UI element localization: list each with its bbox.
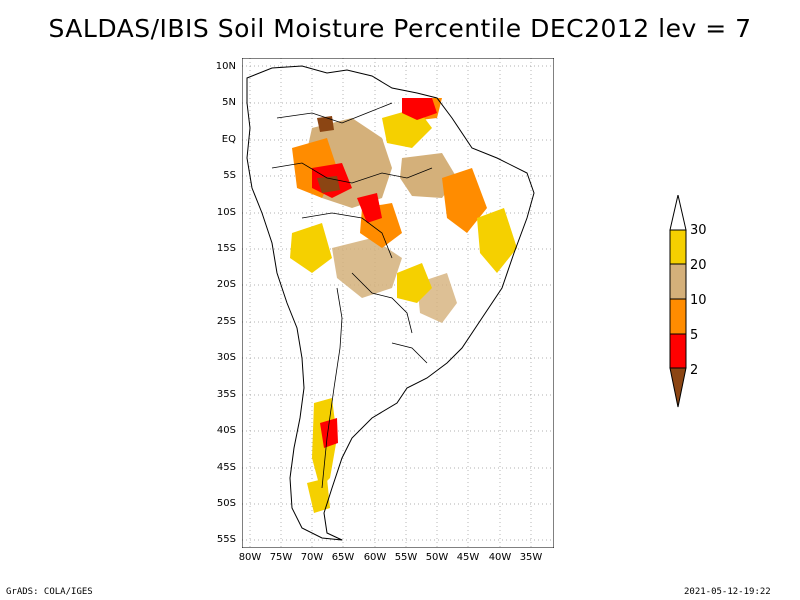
lat-tick-label: 10S (216, 207, 236, 218)
colorbar-label: 30 (690, 223, 707, 238)
lon-tick-label: 35W (519, 552, 543, 563)
map-title: SALDAS/IBIS Soil Moisture Percentile DEC… (48, 14, 752, 43)
lon-tick-label: 60W (363, 552, 387, 563)
lon-tick-label: 45W (456, 552, 480, 563)
lon-tick-label: 55W (394, 552, 418, 563)
colorbar-swatch-5-10 (669, 298, 687, 335)
lat-tick-label: 30S (216, 352, 236, 363)
colorbar-swatch-above-30 (669, 195, 687, 231)
lon-tick-label: 50W (425, 552, 449, 563)
colorbar-label: 10 (690, 293, 707, 308)
lat-tick-label: 50S (216, 498, 236, 509)
colorbar-label: 5 (690, 328, 699, 343)
lat-tick-label: 40S (216, 425, 236, 436)
continent-outline (246, 65, 535, 541)
colorbar-label: 20 (690, 258, 707, 273)
soil-moisture-shading (290, 98, 517, 513)
lat-tick-label: 35S (216, 389, 236, 400)
lat-tick-label: 55S (216, 534, 236, 545)
footer-timestamp: 2021-05-12-19:22 (684, 587, 771, 597)
lat-tick-label: 10N (215, 61, 236, 72)
colorbar-swatch-10-20 (669, 263, 687, 300)
country-borders (271, 102, 433, 489)
lat-tick-label: 15S (216, 243, 236, 254)
colorbar-label: 2 (690, 363, 699, 378)
lat-tick-label: 25S (216, 316, 236, 327)
lat-tick-label: 5S (223, 170, 236, 181)
lon-tick-label: 40W (488, 552, 512, 563)
lat-tick-label: 20S (216, 279, 236, 290)
lon-tick-label: 75W (269, 552, 293, 563)
colorbar-swatch-below-2 (669, 367, 687, 408)
colorbar-swatch-20-30 (669, 229, 687, 265)
lon-tick-label: 80W (238, 552, 262, 563)
map-canvas (242, 58, 554, 548)
lat-tick-label: 5N (222, 97, 236, 108)
colorbar-swatch-2-5 (669, 333, 687, 369)
footer-credit: GrADS: COLA/IGES (6, 587, 93, 597)
lat-tick-label: EQ (221, 134, 236, 145)
colorbar (669, 195, 687, 408)
lon-tick-label: 70W (300, 552, 324, 563)
lat-tick-label: 45S (216, 462, 236, 473)
lon-tick-label: 65W (331, 552, 355, 563)
